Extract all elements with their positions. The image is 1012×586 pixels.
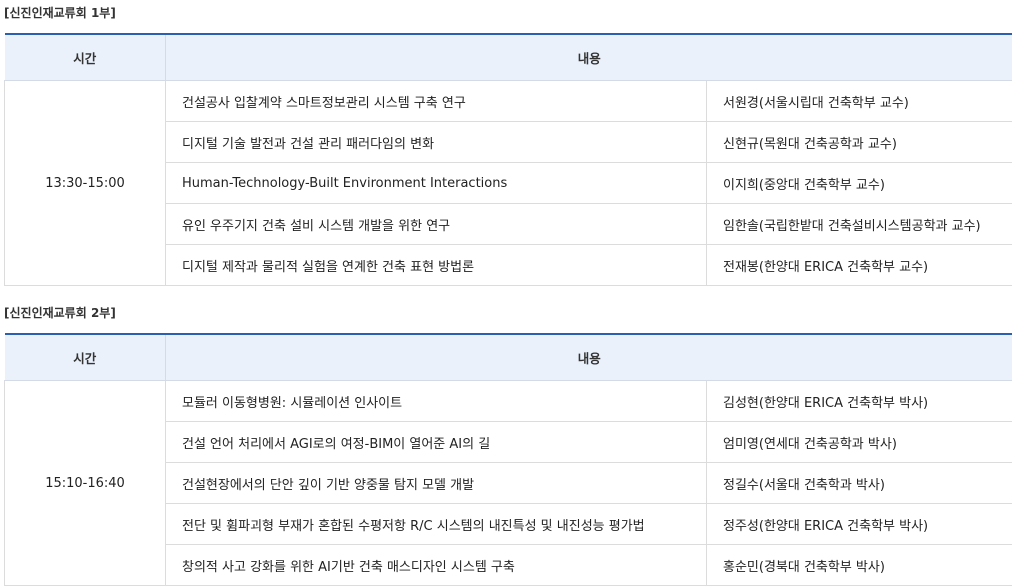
header-time: 시간 <box>5 34 166 81</box>
time-cell: 13:30-15:00 <box>5 81 166 286</box>
time-cell: 15:10-16:40 <box>5 381 166 586</box>
header-content: 내용 <box>166 34 1012 81</box>
speaker-cell: 김성현(한양대 ERICA 건축학부 박사) <box>707 381 1012 422</box>
header-time: 시간 <box>5 334 166 381</box>
speaker-cell: 홍순민(경북대 건축학부 박사) <box>707 545 1012 586</box>
speaker-cell: 엄미영(연세대 건축공학과 박사) <box>707 422 1012 463</box>
topic-cell: 창의적 사고 강화를 위한 AI기반 건축 매스디자인 시스템 구축 <box>166 545 707 586</box>
topic-cell: 유인 우주기지 건축 설비 시스템 개발을 위한 연구 <box>166 204 707 245</box>
topic-cell: 건설 언어 처리에서 AGI로의 여정-BIM이 열어준 AI의 길 <box>166 422 707 463</box>
speaker-cell: 전재봉(한양대 ERICA 건축학부 교수) <box>707 245 1012 286</box>
topic-cell: 건설공사 입찰계약 스마트정보관리 시스템 구축 연구 <box>166 81 707 122</box>
speaker-cell: 서원경(서울시립대 건축학부 교수) <box>707 81 1012 122</box>
topic-cell: 디지털 기술 발전과 건설 관리 패러다임의 변화 <box>166 122 707 163</box>
speaker-cell: 정주성(한양대 ERICA 건축학부 박사) <box>707 504 1012 545</box>
section-title: [신진인재교류회 1부] <box>4 4 116 21</box>
section-title: [신진인재교류회 2부] <box>4 304 116 321</box>
topic-cell: Human-Technology-Built Environment Inter… <box>166 163 707 204</box>
speaker-cell: 정길수(서울대 건축학과 박사) <box>707 463 1012 504</box>
speaker-cell: 신현규(목원대 건축공학과 교수) <box>707 122 1012 163</box>
topic-cell: 건설현장에서의 단안 깊이 기반 양중물 탐지 모델 개발 <box>166 463 707 504</box>
speaker-cell: 이지희(중앙대 건축학부 교수) <box>707 163 1012 204</box>
topic-cell: 디지털 제작과 물리적 실험을 연계한 건축 표현 방법론 <box>166 245 707 286</box>
header-content: 내용 <box>166 334 1012 381</box>
topic-cell: 전단 및 휨파괴형 부재가 혼합된 수평저항 R/C 시스템의 내진특성 및 내… <box>166 504 707 545</box>
speaker-cell: 임한솔(국립한밭대 건축설비시스템공학과 교수) <box>707 204 1012 245</box>
topic-cell: 모듈러 이동형병원: 시뮬레이션 인사이트 <box>166 381 707 422</box>
